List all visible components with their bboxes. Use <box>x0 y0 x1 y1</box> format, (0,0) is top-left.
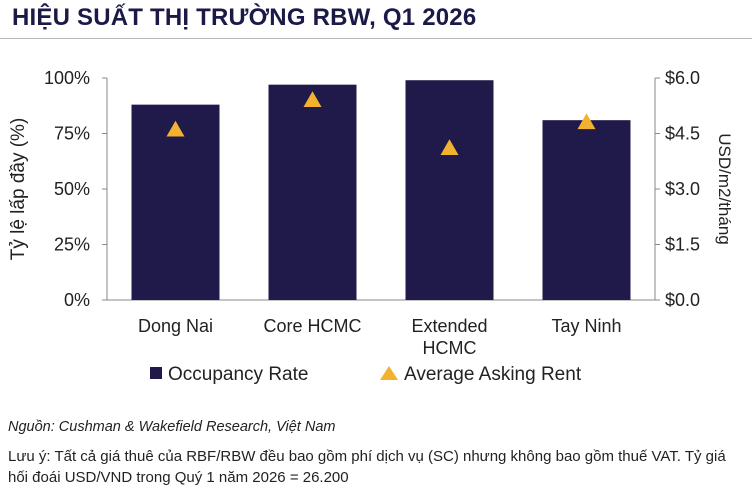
asking-rent-marker <box>303 91 322 107</box>
left-tick-label: 100% <box>44 68 90 88</box>
left-tick-label: 50% <box>54 179 90 199</box>
occupancy-bar <box>131 104 220 300</box>
source-note: Nguồn: Cushman & Wakefield Research, Việ… <box>8 419 336 435</box>
left-tick-label: 0% <box>64 290 90 310</box>
category-label: Dong Nai <box>138 316 213 336</box>
right-tick-label: $4.5 <box>665 124 700 144</box>
legend-bar-swatch <box>150 367 162 379</box>
legend-rent-label: Average Asking Rent <box>404 364 582 385</box>
category-label: HCMC <box>423 338 477 358</box>
right-tick-label: $0.0 <box>665 290 700 310</box>
chart-title: HIỆU SUẤT THỊ TRƯỜNG RBW, Q1 2026 <box>12 4 477 31</box>
occupancy-bar <box>405 80 494 300</box>
asking-rent-marker <box>577 113 596 130</box>
right-tick-label: $3.0 <box>665 179 700 199</box>
legend-occupancy-label: Occupancy Rate <box>168 364 308 385</box>
right-tick-label: $1.5 <box>665 235 700 255</box>
category-label: Extended <box>411 316 487 336</box>
category-label: Tay Ninh <box>551 316 621 336</box>
left-tick-label: 75% <box>54 124 90 144</box>
occupancy-bar <box>268 84 357 300</box>
footnote: Lưu ý: Tất cả giá thuê của RBF/RBW đều b… <box>8 448 726 486</box>
title-divider <box>0 38 752 39</box>
legend-marker-swatch <box>380 366 398 380</box>
left-tick-label: 25% <box>54 235 90 255</box>
left-axis-title: Tỷ lệ lấp đầy (%) <box>8 118 29 261</box>
asking-rent-marker <box>166 120 185 137</box>
category-label: Core HCMC <box>263 316 361 336</box>
occupancy-bar <box>542 120 631 301</box>
right-axis-title: USD/m2/tháng <box>715 133 734 245</box>
rbw-performance-chart: 0% 25% 50% 75% 100% $0.0 $1.5 $3.0 $4.5 $6.0 Tỷ lệ… <box>8 68 734 385</box>
asking-rent-marker <box>440 139 459 156</box>
right-tick-label: $6.0 <box>665 68 700 88</box>
